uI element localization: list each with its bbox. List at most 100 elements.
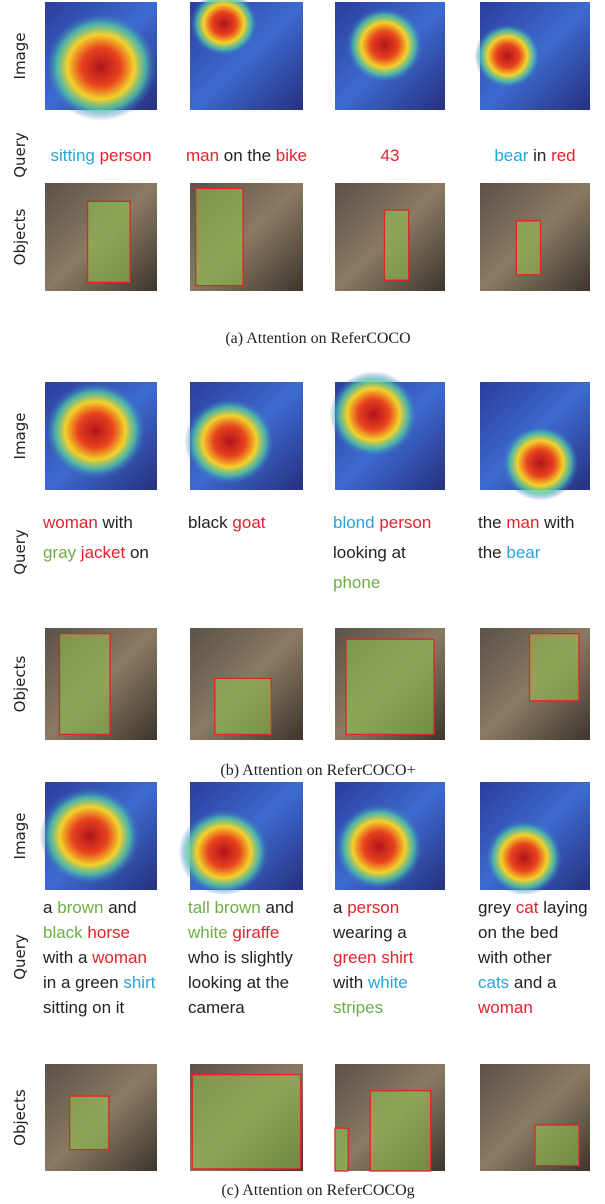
query-word: looking at xyxy=(333,543,406,562)
object-box xyxy=(385,210,409,280)
query-word: bear xyxy=(506,543,540,562)
attention-hotspot xyxy=(346,7,423,83)
attention-hotspot xyxy=(486,820,563,896)
row-label: Objects xyxy=(11,655,29,712)
query-line: stripes xyxy=(333,998,383,1017)
query-word: laying xyxy=(538,898,587,917)
object-box xyxy=(346,639,434,734)
query-line: sitting on it xyxy=(43,998,125,1017)
query-word: 43 xyxy=(381,146,400,165)
query-word: woman xyxy=(477,998,533,1017)
query-word: and a xyxy=(509,973,557,992)
attention-hotspot xyxy=(179,809,269,895)
attention-hotspot xyxy=(39,787,140,884)
object-box xyxy=(370,1091,431,1171)
query-word: camera xyxy=(188,998,245,1017)
query-line: woman with xyxy=(42,513,133,532)
query-word: man xyxy=(186,146,219,165)
query-line: green shirt xyxy=(333,948,414,967)
row-label: Objects xyxy=(11,1089,29,1146)
query-line: with white xyxy=(332,973,408,992)
query-word: cats xyxy=(478,973,509,992)
query-line: bear in red xyxy=(494,146,575,165)
row-label: Image xyxy=(11,813,29,860)
object-box xyxy=(335,1128,348,1171)
query-word: the xyxy=(478,513,506,532)
query-word: looking at the xyxy=(188,973,289,992)
object-box xyxy=(196,188,243,285)
query-word: giraffe xyxy=(232,923,279,942)
query-word: brown xyxy=(57,898,103,917)
query-line: black goat xyxy=(188,513,266,532)
query-line: man on the bike xyxy=(186,146,307,165)
query-word: person xyxy=(347,898,399,917)
attention-hotspot xyxy=(45,382,146,479)
query-word: stripes xyxy=(333,998,383,1017)
query-line: the bear xyxy=(478,543,541,562)
row-label: Image xyxy=(11,413,29,460)
query-line: with a woman xyxy=(42,948,147,967)
query-word: red xyxy=(551,146,576,165)
object-box xyxy=(88,201,131,282)
query-word: in xyxy=(528,146,551,165)
query-word: a xyxy=(43,898,57,917)
query-line: in a green shirt xyxy=(43,973,156,992)
query-line: sitting person xyxy=(50,146,151,165)
query-word: black xyxy=(43,923,87,942)
query-word: person xyxy=(379,513,431,532)
attention-hotspot xyxy=(45,13,157,121)
query-line: gray jacket on xyxy=(43,543,149,562)
query-word: on xyxy=(125,543,149,562)
query-word: bike xyxy=(276,146,307,165)
query-word: white xyxy=(367,973,408,992)
caption: (b) Attention on ReferCOCO+ xyxy=(220,762,415,779)
query-word: woman xyxy=(91,948,147,967)
query-line: tall brown and xyxy=(188,898,294,917)
object-box xyxy=(535,1125,579,1166)
caption: (a) Attention on ReferCOCO xyxy=(225,330,410,347)
query-word: gray xyxy=(43,543,81,562)
query-word: with xyxy=(332,973,368,992)
object-box xyxy=(516,221,540,275)
query-word: on the bed xyxy=(478,923,558,942)
query-word: the xyxy=(478,543,506,562)
query-line: the man with xyxy=(478,513,574,532)
row-label: Image xyxy=(11,33,29,80)
query-word: and xyxy=(104,898,137,917)
query-line: a brown and xyxy=(43,898,137,917)
query-word: shirt xyxy=(123,973,155,992)
attention-hotspot xyxy=(502,425,579,501)
query-word: and xyxy=(261,898,294,917)
query-line: with other xyxy=(477,948,552,967)
query-line: cats and a xyxy=(478,973,557,992)
caption: (c) Attention on ReferCOCOg xyxy=(221,1182,414,1199)
query-word: white xyxy=(187,923,232,942)
attention-hotspot xyxy=(475,24,541,89)
query-word: black xyxy=(188,513,232,532)
query-word: sitting on it xyxy=(43,998,125,1017)
object-box xyxy=(215,678,271,734)
query-word: goat xyxy=(232,513,265,532)
query-word: with other xyxy=(477,948,552,967)
object-box xyxy=(60,634,110,735)
query-line: wearing a xyxy=(332,923,407,942)
query-word: phone xyxy=(333,573,380,592)
row-label: Query xyxy=(11,132,29,178)
query-word: woman xyxy=(42,513,98,532)
query-line: 43 xyxy=(381,146,400,165)
query-line: looking at xyxy=(333,543,406,562)
query-word: bear xyxy=(494,146,528,165)
attention-hotspot xyxy=(184,398,274,484)
query-line: phone xyxy=(333,573,380,592)
query-word: with xyxy=(98,513,133,532)
query-line: woman xyxy=(477,998,533,1017)
query-word: green shirt xyxy=(333,948,414,967)
query-word: person xyxy=(100,146,152,165)
query-word: sitting xyxy=(50,146,99,165)
query-word: with a xyxy=(42,948,92,967)
query-line: on the bed xyxy=(478,923,558,942)
object-box xyxy=(70,1096,109,1150)
object-box xyxy=(530,634,580,701)
query-word: man xyxy=(506,513,539,532)
row-label: Query xyxy=(11,934,29,980)
